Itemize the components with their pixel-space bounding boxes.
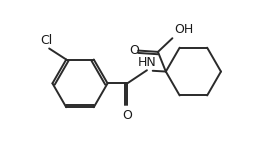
Text: HN: HN (138, 56, 156, 69)
Text: OH: OH (174, 23, 193, 36)
Text: Cl: Cl (40, 34, 52, 47)
Text: O: O (122, 109, 132, 122)
Text: O: O (130, 44, 140, 57)
